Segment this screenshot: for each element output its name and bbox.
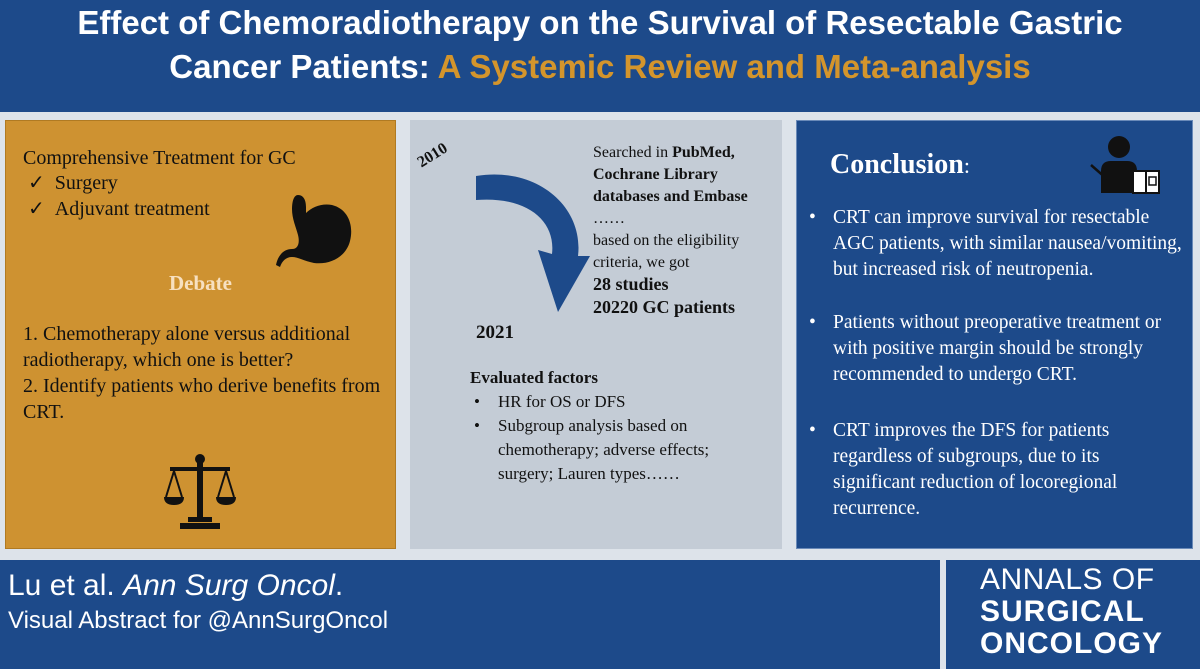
- debate-title: Debate: [169, 271, 232, 295]
- logo-line-3: ONCOLOGY: [980, 627, 1164, 660]
- studies-count: 28 studies: [593, 274, 669, 294]
- check-icon: ✓: [28, 198, 45, 220]
- visual-abstract-credit: Visual Abstract for @AnnSurgOncol: [8, 607, 389, 634]
- ellipsis: ……: [593, 210, 625, 227]
- citation-period: .: [334, 569, 344, 602]
- treatment-item-surgery: ✓ Surgery: [28, 170, 118, 196]
- conclusion-panel: Conclusion: • CRT can improve survival f…: [796, 120, 1193, 549]
- citation-footer: Lu et al. Ann Surg Oncol. Visual Abstrac…: [0, 560, 940, 669]
- factors-list: HR for OS or DFS Subgroup analysis based…: [470, 390, 732, 486]
- conclusion-point-text: Patients without preoperative treatment …: [833, 312, 1162, 385]
- search-description: Searched in PubMed, Cochrane Library dat…: [593, 142, 775, 208]
- conclusion-point: • Patients without preoperative treatmen…: [809, 310, 1184, 388]
- citation-journal: Ann Surg Oncol: [123, 569, 335, 602]
- logo-line-2: SURGICAL: [980, 595, 1145, 628]
- year-start: 2010: [414, 139, 451, 172]
- check-icon: ✓: [28, 172, 45, 194]
- year-end: 2021: [476, 322, 514, 343]
- factor-item: HR for OS or DFS: [470, 390, 732, 414]
- treatment-item-label: Adjuvant treatment: [54, 198, 210, 220]
- conclusion-point-text: CRT can improve survival for resectable …: [833, 207, 1182, 280]
- bullet-icon: •: [809, 420, 816, 441]
- title-line-1: Effect of Chemoradiotherapy on the Survi…: [77, 4, 1123, 41]
- scales-icon: [164, 454, 236, 529]
- title-line-2-accent: A Systemic Review and Meta-analysis: [437, 48, 1031, 85]
- logo-line-1: ANNALS OF: [980, 563, 1155, 596]
- citation-authors: Lu et al.: [8, 569, 124, 602]
- treatment-item-adjuvant: ✓ Adjuvant treatment: [28, 196, 210, 222]
- debate-question-2: 2. Identify patients who derive benefits…: [23, 375, 381, 423]
- bullet-icon: •: [809, 312, 816, 333]
- title-line-2-white: Cancer Patients:: [169, 48, 438, 85]
- conclusion-title: Conclusion:: [830, 149, 970, 181]
- conclusion-point-text: CRT improves the DFS for patients regard…: [833, 420, 1118, 519]
- treatment-heading: Comprehensive Treatment for GC: [23, 147, 296, 169]
- bullet-icon: •: [809, 207, 816, 228]
- conclusion-title-colon: :: [963, 153, 970, 178]
- stomach-icon: [276, 195, 352, 267]
- factor-item: Subgroup analysis based on chemotherapy;…: [470, 414, 732, 486]
- search-databases: PubMed, Cochrane Library databases and E…: [593, 144, 748, 205]
- patients-count: 20220 GC patients: [593, 297, 736, 317]
- methods-panel: 2010 2021 Searched in PubMed, Cochrane L…: [410, 120, 782, 549]
- debate-question-1: 1. Chemotherapy alone versus additional …: [23, 323, 351, 371]
- conclusion-point: • CRT improves the DFS for patients rega…: [809, 418, 1184, 522]
- search-prefix: Searched in: [593, 144, 673, 161]
- eligibility-text: based on the eligibility criteria, we go…: [593, 232, 740, 271]
- factors-title: Evaluated factors: [470, 368, 598, 387]
- journal-logo: ANNALS OF SURGICAL ONCOLOGY: [946, 560, 1200, 669]
- title-banner: Effect of Chemoradiotherapy on the Survi…: [0, 0, 1200, 112]
- conclusion-point: • CRT can improve survival for resectabl…: [809, 205, 1184, 283]
- citation-line: Lu et al. Ann Surg Oncol.: [8, 568, 343, 604]
- conclusion-title-text: Conclusion: [830, 149, 964, 180]
- presenter-icon: [1090, 136, 1160, 194]
- curved-arrow-icon: [476, 174, 590, 312]
- treatment-item-label: Surgery: [54, 172, 118, 194]
- background-panel: Comprehensive Treatment for GC ✓ Surgery…: [5, 120, 396, 549]
- title-line-2: Cancer Patients: A Systemic Review and M…: [0, 46, 1200, 88]
